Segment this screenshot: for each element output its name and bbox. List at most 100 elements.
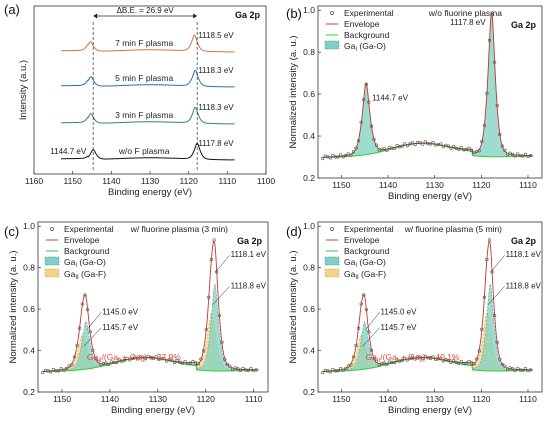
panel-c-legend-ga-o: GaI (Ga-O) [64, 257, 106, 269]
panel-c-data-point [93, 357, 98, 361]
panel-b-y-axis-label: Normalized intensity (a. u.) [288, 36, 299, 149]
panel-d-data-point [485, 257, 489, 262]
panel-c-data-point [83, 293, 87, 297]
panel-c-peak-label-ga-o-left: 1145.0 eV [102, 307, 139, 316]
panel-b-data-point [346, 152, 350, 156]
panel-b-legend-experimental: Experimental [344, 8, 394, 18]
panel-c-data-point [233, 366, 237, 370]
panel-d-data-point [374, 359, 379, 363]
panel-c-data-point [201, 349, 206, 353]
panel-b-data-point [382, 147, 386, 151]
panel-c-data-point [88, 330, 92, 334]
panel-d-legend-ga-o: GaI (Ga-O) [344, 257, 386, 269]
panel-c-legend-ga-o-marker [44, 256, 60, 266]
panel-c-data-point [91, 348, 95, 352]
panel-a-left-peak-label: 1144.7 eV [50, 147, 87, 156]
panel-c-data-point [72, 355, 77, 359]
panel-d-data-point [364, 308, 368, 312]
panel-c-data-point [254, 368, 258, 372]
panel-a-x-tick-label: 1160 [25, 176, 44, 186]
panel-b-data-point [485, 91, 489, 95]
panel-d-y-tick-label: 1.0 [303, 221, 315, 231]
panel-d-data-point [480, 327, 484, 331]
panel-b-data-point [410, 141, 415, 145]
panel-b-data-point [408, 142, 412, 146]
panel-b-data-point [459, 145, 463, 150]
panel-b-legend-background: Background [344, 30, 390, 40]
panel-d-data-point [369, 348, 374, 352]
panel-d-data-point [510, 367, 515, 371]
panel-c-data-point [136, 357, 140, 361]
panel-b-data-point [449, 146, 453, 150]
panel-b-envelope-line [322, 11, 533, 158]
panel-d-data-point [431, 355, 435, 359]
panel-b-data-point [457, 147, 461, 151]
panel-b-legend-envelope: Envelope [344, 19, 380, 29]
panel-c-peak-label-ga-o-right: 1118.1 eV [231, 250, 267, 259]
panel-c-data-point [162, 356, 166, 360]
panel-b-data-point [339, 153, 343, 157]
panel-d-x-tick-label: 1120 [472, 394, 491, 404]
panel-c-data-point [114, 361, 119, 365]
panel-c-legend-ga-f: GaII (Ga-F) [64, 269, 106, 281]
panel-b-experimental-points [321, 12, 533, 161]
panel-d-data-point [457, 361, 461, 365]
panel-c-data-point [207, 295, 211, 299]
panel-a-peak-label-2: 1118.3 eV [198, 103, 234, 112]
panel-d-data-point [346, 364, 350, 368]
panel-c-data-point [199, 357, 203, 361]
panel-c-data-point [141, 355, 145, 359]
panel-a-series-2 [61, 106, 235, 125]
panel-d-y-tick-label: 0.4 [303, 346, 315, 356]
panel-d-data-point [392, 361, 397, 365]
panel-d-data-point [475, 357, 479, 361]
panel-d-peak-label-ga-f-left: 1145.7 eV [381, 323, 418, 332]
panel-c-data-point [175, 359, 179, 363]
panel-b-data-point [395, 143, 399, 148]
panel-c-data-point [209, 257, 214, 262]
panel-d-data-point [498, 357, 502, 361]
panel-b-data-point [513, 154, 517, 158]
panel-c-legend-ga-f-marker [44, 268, 60, 278]
panel-d-x-tick-label: 1110 [519, 394, 537, 404]
panel-d-data-point [418, 355, 422, 359]
panel-a-x-tick-label: 1100 [257, 176, 276, 186]
panel-c-data-point [117, 358, 121, 362]
panel-a-peak-label-3: 1118.3 eV [198, 66, 234, 75]
panel-b-data-point [344, 153, 348, 157]
panel-d-data-point [413, 357, 417, 361]
panel-c-label: (c) [4, 224, 19, 239]
panel-b-data-point [357, 139, 361, 143]
panel-c-data-point [96, 359, 100, 363]
panel-b-peak-label-1: 1144.7 eV [372, 93, 409, 102]
panel-b-data-point [464, 147, 469, 152]
panel-d-data-point [513, 368, 517, 372]
panel-b-data-point [469, 148, 474, 152]
panel-a-series-4 [61, 34, 235, 53]
panel-c-data-point [125, 356, 129, 360]
panel-b-data-point [367, 100, 371, 104]
panel-c-data-point [204, 327, 208, 331]
panel-d-data-point [354, 343, 358, 348]
panel-d-legend-envelope: Envelope [344, 235, 380, 245]
panel-c-peak-label-ga-f-left-leader [83, 327, 102, 347]
panel-c-data-point [46, 369, 50, 373]
panel-a-peak-label-4: 1118.5 eV [198, 31, 234, 40]
panel-d-data-point [362, 293, 366, 297]
panel-d-envelope-line [322, 240, 533, 372]
panel-b-y-tick-label: 0.8 [303, 47, 315, 57]
panel-d-data-point [382, 361, 386, 365]
panel-d-label: (d) [286, 224, 302, 239]
panel-c-legend-background: Background [64, 246, 110, 256]
panel-c-data-point [85, 308, 90, 312]
panel-c-x-tick-label: 1130 [149, 394, 168, 404]
panel-b-x-tick-label: 1120 [472, 180, 491, 190]
panel-c-legend-experimental-marker [50, 227, 54, 231]
panel-d-x-tick-label: 1150 [332, 394, 351, 404]
panel-b-legend-ga-o-marker [324, 40, 340, 50]
panel-b-data-point [423, 140, 427, 144]
panel-b-data-point [451, 144, 456, 149]
panel-c-data-point [107, 362, 111, 367]
